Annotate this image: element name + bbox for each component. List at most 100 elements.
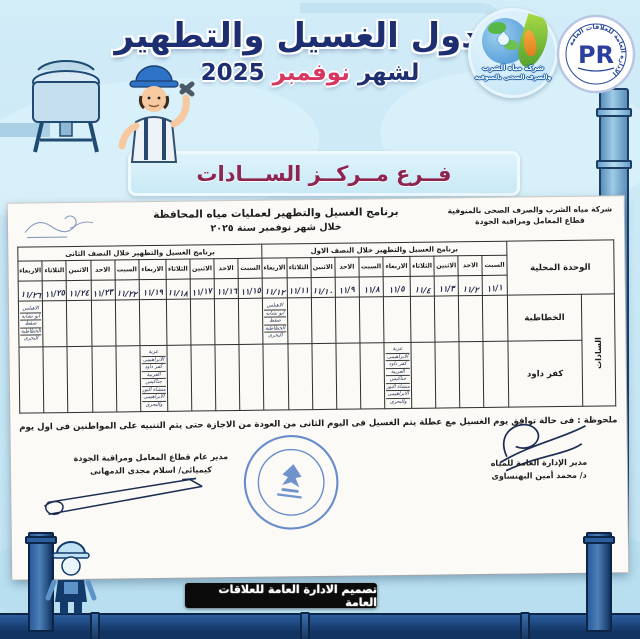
- bottom-left-pipe: [25, 532, 57, 632]
- schedule-cell: [359, 296, 385, 343]
- date-cell: ١١/٣: [434, 275, 459, 297]
- date-cell: ١١/١٨: [165, 279, 191, 300]
- signature-left-icon: [43, 477, 203, 516]
- schedule-cell: [459, 341, 485, 408]
- pipe-joint: [520, 612, 530, 639]
- date-cell: ١١/١٢: [262, 277, 287, 299]
- day-header: الاحد: [334, 256, 360, 278]
- date-cell: ١١/٩: [334, 276, 360, 298]
- branch-banner-text: فــرع مــركــز الســـادات: [196, 161, 452, 186]
- entry-line: البحرى: [268, 332, 283, 339]
- date-cell: ١١/٢٥: [42, 280, 67, 301]
- date-cell: ١١/٤: [410, 276, 435, 297]
- pipe-joint: [90, 612, 100, 639]
- handwritten-date: ١١/٥: [388, 284, 406, 295]
- signature-right-icon: [499, 423, 586, 472]
- handwritten-date: ١١/٢: [462, 284, 479, 295]
- official-stamp: شركة مياه الشرب والصرف الصحى بالمنوفية -…: [241, 423, 339, 530]
- schedule-cell: [458, 295, 484, 342]
- schedule-cell: [139, 299, 167, 346]
- unit-row: كفر داود عزبة الابراهيمى كفر داود الغربية جنا…: [18, 340, 616, 414]
- schedule-cell: عزبة الابراهيمى كفر داود الغربية جناكيس منشاة…: [384, 342, 412, 409]
- pipe-flange: [25, 536, 57, 544]
- handwritten-date: ١١/٢٢: [116, 288, 138, 300]
- center-name-vertical: السادات: [593, 337, 604, 370]
- day-header: الاثنين: [310, 257, 335, 278]
- date-cell: ١١/٢: [458, 275, 483, 296]
- handwritten-date: ١١/١٦: [216, 286, 237, 297]
- schedule-cell: [42, 300, 68, 347]
- handwritten-date: ١١/١٨: [167, 287, 189, 299]
- schedule-cell: [287, 343, 313, 410]
- unit-column-header: الوحدة المحلية: [506, 239, 615, 296]
- schedule-cell: [482, 295, 508, 342]
- day-header: الثلاثاء: [286, 257, 311, 278]
- date-cell: ١١/١٧: [190, 278, 215, 300]
- handwritten-entries: الاهبلس ابو نشابه صفط الخطاطبة البحرى: [263, 302, 287, 341]
- signature-left-block: مدير عام قطاع المعامل ومراقبة الجودة كيم…: [46, 450, 256, 479]
- handwritten-date: ١١/١٢: [264, 286, 286, 298]
- signer-name: كيميائى/ اسلام مجدى الدمهانى: [90, 465, 212, 476]
- date-cell: ١١/٢٤: [66, 280, 91, 301]
- pr-monogram: PR: [578, 41, 614, 69]
- org-sector: قطاع المعامل ومراقبة الجودة: [475, 215, 585, 227]
- day-header: الاربعاء: [262, 257, 287, 279]
- date-cell: ١١/١٥: [238, 278, 263, 299]
- day-header: الاحد: [90, 259, 115, 281]
- date-cell: ١١/١٩: [138, 279, 167, 300]
- globe-land-icon: [488, 22, 506, 34]
- handwritten-date: ١١/٢٥: [44, 288, 66, 300]
- handwritten-entries: عزبة الابراهيمى كفر داود الغربية جناكيس منشاة…: [140, 348, 167, 409]
- date-cell: ١١/١١: [286, 277, 312, 298]
- signer-title: مدير عام قطاع المعامل ومراقبة الجودة: [73, 452, 229, 463]
- globe-land-icon: [504, 40, 518, 50]
- schedule-cell: [410, 296, 436, 343]
- handwritten-date: ١١/٢٦: [20, 289, 41, 301]
- schedule-table: الوحدة المحلية برنامج الغسيل والتطهير خلا…: [17, 239, 616, 414]
- water-tank-icon: [32, 60, 100, 153]
- schedule-cell: [67, 346, 93, 413]
- designer-credit-box: تصميم الادارة العامة للعلاقات العامة: [185, 583, 377, 609]
- day-header: السبت: [114, 259, 139, 280]
- poster-subtitle: لشهر نوفمبر 2025: [140, 60, 480, 86]
- handwritten-date: ١١/٢٣: [92, 287, 114, 299]
- scanned-schedule-document: شركة مياه الشرب والصرف الصحى بالمنوفية ق…: [7, 196, 629, 580]
- pipe-joint: [300, 612, 310, 639]
- schedule-cell: الاهبلس ابو نشابه صفط الخطاطبة البحرى: [262, 297, 288, 345]
- schedule-cell: [359, 342, 385, 409]
- schedule-cell: [190, 344, 216, 412]
- day-header: الاثنين: [189, 258, 215, 280]
- schedule-cell: الاهبلس ابو نشابه صفط الخطاطبة البحرى: [18, 300, 44, 348]
- schedule-cell: [91, 345, 117, 413]
- unit-row: السادات الخطاطبة الاهبلس ابو نشابه صفط الخطاط…: [18, 293, 616, 407]
- day-header: الاثنين: [66, 260, 91, 281]
- schedule-cell: [286, 297, 312, 344]
- day-header: الثلاثاء: [409, 256, 435, 277]
- water-company-logo: شركة مياه الشرب والصرف الصحى بالمنوفية: [468, 8, 558, 98]
- schedule-cell: [215, 344, 240, 411]
- schedule-cell: [214, 298, 240, 345]
- subtitle-year: 2025: [200, 60, 265, 86]
- schedule-cell: [115, 299, 140, 346]
- branch-banner: فــرع مــركــز الســـادات: [128, 151, 520, 196]
- date-cell: ١١/٢٣: [90, 279, 116, 301]
- day-header: الاثنين: [434, 255, 459, 277]
- date-cell: ١١/٢٢: [114, 279, 140, 300]
- schedule-cell: [311, 343, 337, 410]
- schedule-cell: [335, 296, 360, 344]
- unit-name: كفر داود: [507, 340, 583, 408]
- schedule-cell: [115, 345, 141, 412]
- handwritten-date: ١١/١: [486, 282, 504, 294]
- day-header: الاربعاء: [138, 259, 166, 280]
- center-side-label: السادات: [581, 293, 616, 407]
- schedule-cell: عزبة الابراهيمى كفر داود الغربية جناكيس منشاة…: [139, 345, 168, 412]
- entry-line: والبحرى: [389, 398, 407, 405]
- handwritten-date: ١١/١٩: [142, 287, 163, 298]
- handwritten-date: ١١/١٧: [191, 286, 213, 298]
- bottom-right-pipe: [583, 532, 615, 632]
- handwritten-date: ١١/٩: [338, 284, 356, 296]
- schedule-cell: [335, 342, 361, 410]
- handwritten-entries: عزبة الابراهيمى كفر داود الغربية جناكيس منشاة…: [385, 345, 412, 406]
- schedule-cell: [66, 300, 92, 347]
